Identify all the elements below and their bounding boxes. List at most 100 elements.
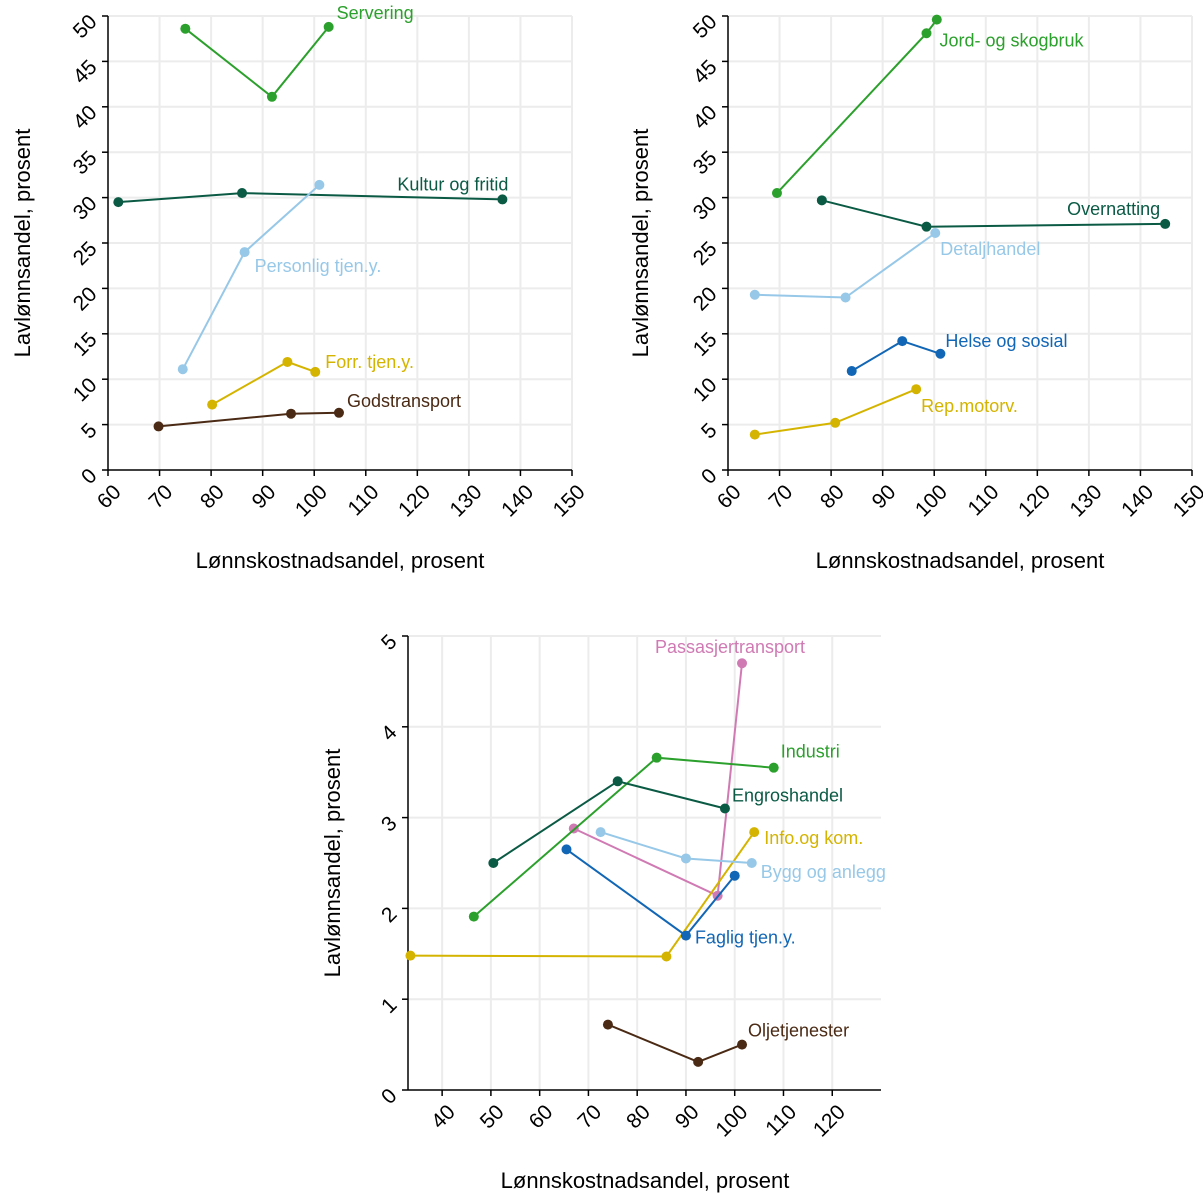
y-axis-title: Lavlønnsandel, prosent xyxy=(10,129,35,358)
data-point xyxy=(488,858,499,868)
y-tick-label: 1 xyxy=(377,993,402,1018)
y-tick-label: 10 xyxy=(69,373,102,406)
data-point xyxy=(816,195,827,206)
y-tick-label: 0 xyxy=(377,1084,402,1109)
series-label: Personlig tjen.y. xyxy=(255,256,382,276)
x-tick-label: 70 xyxy=(573,1100,606,1133)
series-label: Godstransport xyxy=(347,391,461,411)
x-tick-label: 110 xyxy=(964,480,1004,520)
x-tick-label: 120 xyxy=(1014,480,1055,521)
x-tick-label: 40 xyxy=(427,1100,460,1133)
x-tick-label: 150 xyxy=(1169,480,1203,521)
data-point xyxy=(719,803,730,814)
data-point xyxy=(840,292,851,303)
series-label: Passasjertransport xyxy=(655,637,805,657)
x-tick-label: 120 xyxy=(394,480,435,521)
y-tick-label: 15 xyxy=(689,328,722,361)
x-tick-label: 90 xyxy=(868,480,901,513)
y-tick-label: 30 xyxy=(69,192,102,225)
data-point xyxy=(314,179,325,190)
series-label: Detaljhandel xyxy=(940,239,1040,259)
data-point xyxy=(333,407,344,418)
y-tick-label: 25 xyxy=(689,237,722,270)
x-tick-label: 80 xyxy=(816,480,849,513)
data-point xyxy=(497,194,508,205)
x-tick-label: 130 xyxy=(1066,480,1107,521)
y-tick-label: 25 xyxy=(69,237,102,270)
x-tick-label: 100 xyxy=(291,480,332,521)
data-point xyxy=(595,827,606,838)
y-tick-label: 50 xyxy=(69,10,102,43)
data-point xyxy=(1160,218,1171,229)
series-label: Helse og sosial xyxy=(945,331,1067,351)
series-line xyxy=(600,831,752,864)
series-label: Rep.motorv. xyxy=(921,396,1018,416)
y-tick-label: 5 xyxy=(377,630,402,655)
x-axis-title: Lønnskostnadsandel, prosent xyxy=(196,548,485,573)
data-point xyxy=(207,399,218,410)
x-tick-label: 140 xyxy=(1117,480,1158,521)
chart-panel-1: 60 70 80 90 100 110 120 130 140 15005101520253035… xyxy=(10,3,590,573)
x-tick-label: 90 xyxy=(248,480,281,513)
data-point xyxy=(282,356,293,367)
x-tick-label: 120 xyxy=(809,1100,850,1141)
x-tick-label: 90 xyxy=(671,1100,704,1133)
data-point xyxy=(746,858,757,868)
data-point xyxy=(749,289,760,300)
x-tick-label: 140 xyxy=(497,480,538,521)
data-point xyxy=(323,21,334,32)
series-label: Info.og kom. xyxy=(764,828,863,848)
y-tick-label: 0 xyxy=(77,464,102,489)
data-point xyxy=(931,14,942,25)
data-point xyxy=(612,776,623,787)
x-axis-title: Lønnskostnadsandel, prosent xyxy=(501,1168,790,1193)
x-tick-label: 60 xyxy=(525,1100,558,1133)
y-tick-label: 45 xyxy=(689,56,722,89)
series-label: Servering xyxy=(337,3,414,23)
data-point xyxy=(180,23,191,34)
x-tick-label: 70 xyxy=(144,480,177,513)
y-axis-title: Lavlønnsandel, prosent xyxy=(628,129,653,358)
data-point xyxy=(310,366,321,377)
data-point xyxy=(749,827,760,838)
y-tick-label: 35 xyxy=(69,146,102,179)
data-point xyxy=(737,658,748,669)
series-line xyxy=(607,1023,743,1063)
data-point xyxy=(113,197,124,208)
data-point xyxy=(911,384,922,395)
data-point xyxy=(897,336,908,347)
data-point xyxy=(266,91,277,102)
x-tick-label: 80 xyxy=(622,1100,655,1133)
y-tick-label: 35 xyxy=(689,146,722,179)
series-line xyxy=(851,340,941,372)
data-point xyxy=(771,188,782,199)
y-axis-title: Lavlønnsandel, prosent xyxy=(320,749,345,978)
data-point xyxy=(930,228,941,239)
series-label: Bygg og anlegg xyxy=(761,862,886,882)
x-tick-label: 100 xyxy=(911,480,952,521)
data-point xyxy=(237,188,248,199)
data-point xyxy=(846,366,857,377)
series-label: Oljetjenester xyxy=(748,1021,849,1041)
data-point xyxy=(153,421,164,432)
y-tick-label: 30 xyxy=(689,192,722,225)
data-point xyxy=(651,752,662,763)
y-tick-label: 2 xyxy=(377,903,402,928)
data-point xyxy=(239,247,250,258)
data-point xyxy=(737,1039,748,1050)
series-label: Engroshandel xyxy=(732,786,843,806)
data-point xyxy=(830,417,841,428)
y-tick-label: 10 xyxy=(689,373,722,406)
y-tick-label: 20 xyxy=(689,283,722,316)
x-tick-label: 60 xyxy=(93,480,126,513)
series-label: Industri xyxy=(781,742,840,762)
series-line xyxy=(211,360,316,406)
x-tick-label: 50 xyxy=(476,1100,509,1133)
y-tick-label: 40 xyxy=(689,101,722,134)
y-tick-label: 20 xyxy=(69,283,102,316)
data-point xyxy=(768,762,779,773)
series-label: Overnatting xyxy=(1067,199,1160,219)
y-tick-label: 5 xyxy=(77,419,102,444)
y-tick-label: 4 xyxy=(377,721,402,746)
